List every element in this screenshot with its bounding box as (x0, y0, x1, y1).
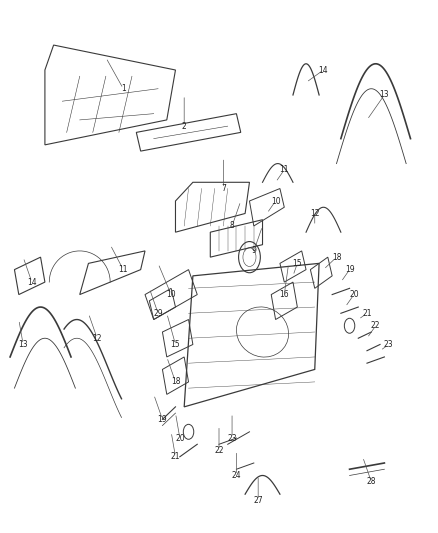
Text: 28: 28 (367, 477, 376, 486)
Text: 22: 22 (371, 321, 381, 330)
Text: 29: 29 (153, 309, 163, 318)
Text: 20: 20 (349, 290, 359, 299)
Text: 23: 23 (227, 433, 237, 442)
Text: 14: 14 (27, 278, 37, 287)
Text: 24: 24 (232, 471, 241, 480)
Text: 12: 12 (92, 334, 102, 343)
Text: 15: 15 (171, 340, 180, 349)
Text: 1: 1 (121, 84, 126, 93)
Text: 13: 13 (18, 340, 28, 349)
Text: 21: 21 (171, 453, 180, 461)
Text: 14: 14 (318, 66, 328, 75)
Text: 27: 27 (253, 496, 263, 505)
Text: 11: 11 (279, 165, 289, 174)
Text: 19: 19 (345, 265, 354, 274)
Text: 15: 15 (293, 259, 302, 268)
Text: 12: 12 (310, 209, 319, 218)
Text: 10: 10 (271, 197, 280, 206)
Text: 10: 10 (166, 290, 176, 299)
Text: 13: 13 (380, 91, 389, 100)
Text: 2: 2 (182, 122, 187, 131)
Text: 23: 23 (384, 340, 394, 349)
Text: 20: 20 (175, 433, 185, 442)
Text: 22: 22 (214, 446, 224, 455)
Text: 19: 19 (158, 415, 167, 424)
Text: 11: 11 (119, 265, 128, 274)
Text: 18: 18 (171, 377, 180, 386)
Text: 8: 8 (230, 221, 234, 230)
Text: 9: 9 (251, 246, 256, 255)
Text: 21: 21 (362, 309, 372, 318)
Text: 18: 18 (332, 253, 341, 262)
Text: 16: 16 (279, 290, 289, 299)
Text: 7: 7 (221, 184, 226, 193)
